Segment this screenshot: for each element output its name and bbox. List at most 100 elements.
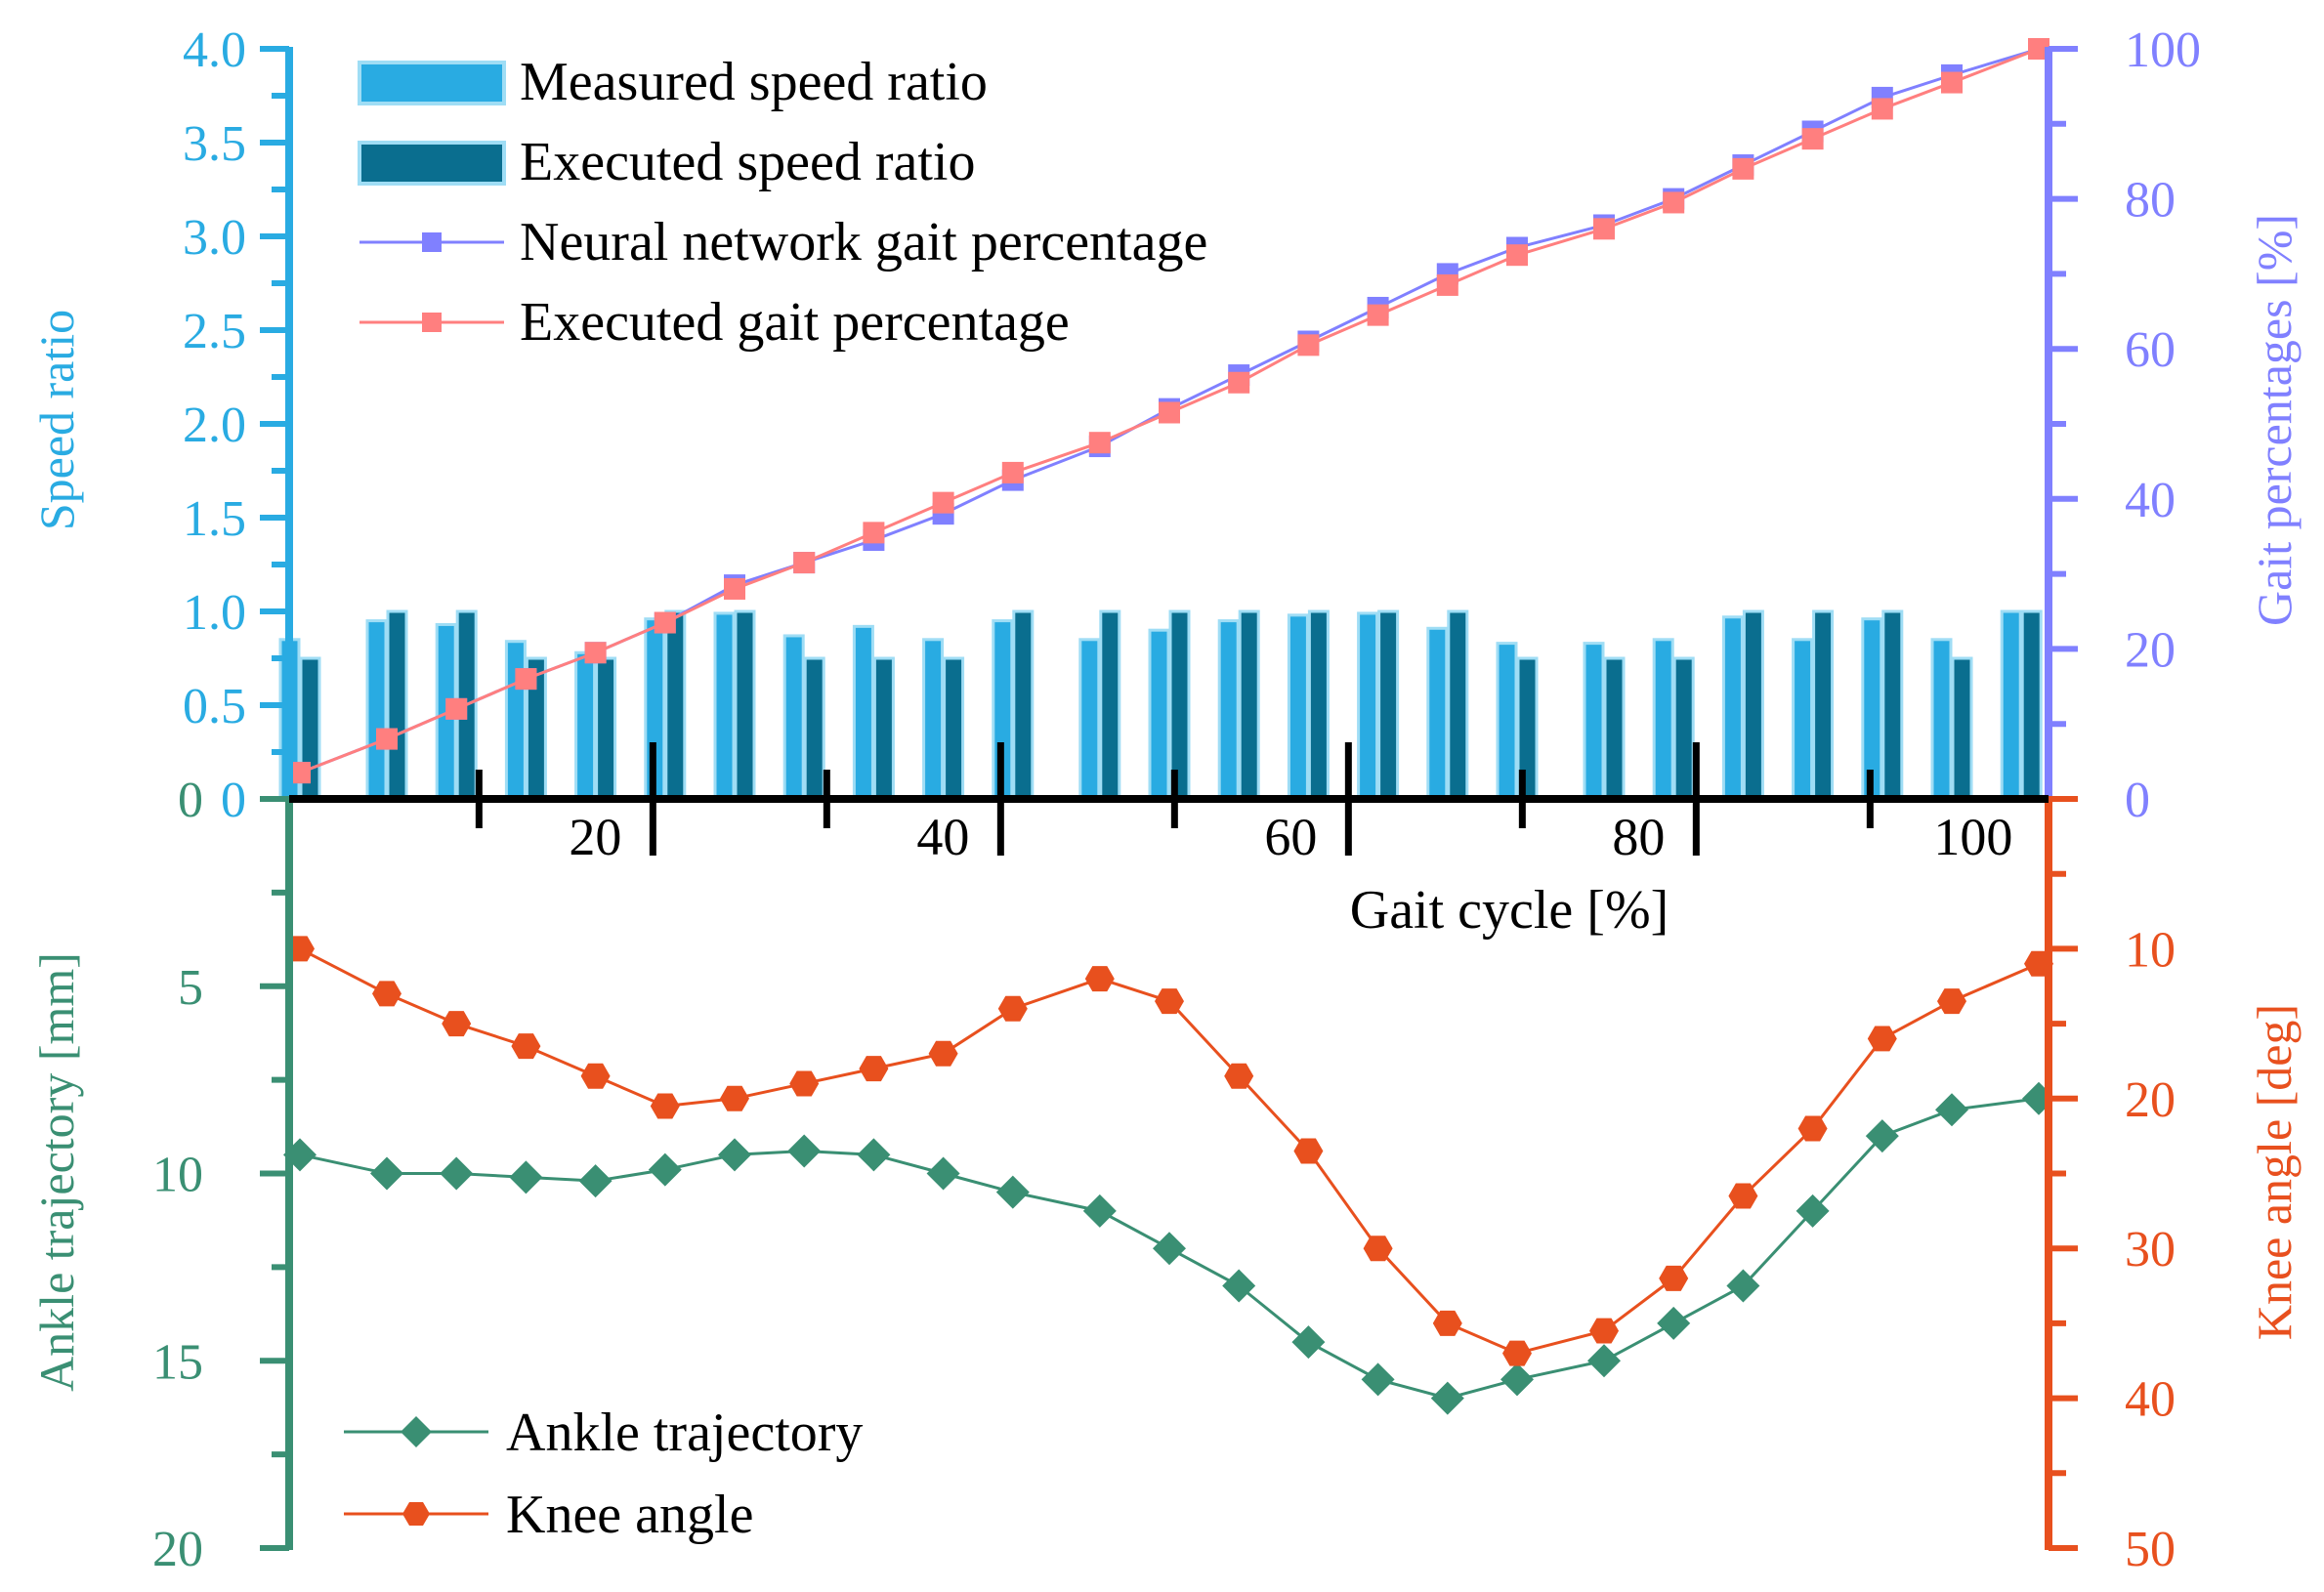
bar-executed-speed [1881, 609, 1904, 801]
bar-measured-speed [365, 619, 388, 801]
bar-measured-speed [1148, 628, 1170, 801]
point-knee [511, 1033, 541, 1060]
ankle-tick-label: 5 [178, 960, 203, 1016]
bottom-legend: Ankle trajectory Knee angle [344, 1403, 863, 1545]
bar-measured-speed [1583, 642, 1605, 801]
bar-measured-speed [1078, 638, 1101, 801]
bar-executed-speed [1012, 609, 1035, 801]
bar-executed-speed [1238, 609, 1260, 801]
ankle-tick-label: 20 [152, 1522, 203, 1577]
legend-marker-nn-gait [422, 232, 442, 252]
legend-marker-knee [402, 1502, 430, 1526]
bar-measured-speed [504, 640, 527, 801]
point-executed-gait [2028, 38, 2049, 60]
legend-label-executed-gait: Executed gait percentage [520, 292, 1070, 353]
bar-executed-speed [1447, 609, 1469, 801]
point-executed-gait [1663, 191, 1685, 214]
point-ankle [578, 1164, 613, 1198]
point-knee [1502, 1340, 1532, 1366]
top-bar-layer [278, 609, 2043, 801]
point-executed-gait [1088, 432, 1111, 454]
point-ankle [787, 1134, 822, 1168]
point-ankle [1796, 1194, 1830, 1228]
bar-measured-speed [1357, 611, 1379, 801]
gait-cycle-axis-title: Gait cycle [%] [1350, 880, 1669, 941]
point-executed-gait [445, 697, 468, 720]
bar-measured-speed [1652, 638, 1674, 801]
point-executed-gait [584, 642, 607, 664]
point-executed-gait [376, 728, 398, 750]
speed-ratio-tick-label: 2.0 [183, 398, 246, 453]
gait-percentages-tick-label: 80 [2125, 173, 2176, 229]
point-executed-gait [724, 577, 745, 600]
point-executed-gait [1367, 304, 1389, 326]
bar-executed-speed [734, 609, 756, 801]
bar-measured-speed [1287, 613, 1309, 801]
legend-marker-ankle [401, 1416, 432, 1447]
point-knee [1797, 1115, 1828, 1142]
point-ankle [926, 1156, 960, 1191]
point-knee [720, 1085, 749, 1111]
speed-ratio-tick-label: 1.5 [183, 491, 246, 547]
speed-ratio-axis-title: Speed ratio [29, 310, 84, 530]
point-knee [1155, 988, 1184, 1015]
point-executed-gait [1001, 461, 1024, 483]
gait-cycle-tick-label: 60 [1264, 808, 1317, 866]
point-knee [1363, 1236, 1393, 1262]
point-ankle [1726, 1269, 1760, 1303]
bar-executed-speed [1603, 656, 1626, 801]
point-knee [1659, 1265, 1689, 1291]
legend-label-ankle: Ankle trajectory [506, 1403, 863, 1463]
point-executed-gait [1732, 157, 1754, 180]
point-executed-gait [1801, 128, 1824, 150]
legend-marker-executed-gait [422, 313, 442, 332]
point-knee [1084, 966, 1115, 992]
ankle-tick-label: 15 [152, 1334, 203, 1390]
gait-cycle-tick-label: 20 [569, 808, 621, 866]
point-ankle [1222, 1269, 1256, 1303]
bottom-line-layer [283, 936, 2055, 1415]
gait-percentages-axis-title: Gait percentages [%] [2247, 214, 2302, 626]
speed-ratio-tick-label: 3.0 [183, 210, 246, 266]
bar-measured-speed [1496, 642, 1518, 801]
bar-executed-speed [1812, 609, 1835, 801]
point-knee [1937, 988, 1966, 1015]
point-knee [928, 1040, 958, 1067]
gait-percentages-tick-label: 60 [2125, 322, 2176, 378]
point-executed-gait [1941, 71, 1963, 94]
point-ankle [440, 1156, 474, 1191]
point-knee [650, 1093, 680, 1119]
bar-measured-speed [1217, 619, 1240, 801]
bar-executed-speed [1099, 609, 1121, 801]
point-executed-gait [1506, 244, 1528, 267]
speed-ratio-tick-label: 0 [221, 773, 246, 828]
bar-executed-speed [386, 609, 408, 801]
point-ankle [857, 1138, 891, 1172]
bar-measured-speed [1930, 638, 1953, 801]
knee-angle-axis-title: Knee angle [deg] [2247, 1004, 2302, 1340]
bar-measured-speed [1792, 638, 1814, 801]
point-executed-gait [515, 668, 537, 691]
point-executed-gait [654, 611, 676, 634]
point-ankle [370, 1156, 403, 1191]
point-ankle [648, 1152, 682, 1187]
point-executed-gait [932, 491, 954, 514]
speed-ratio-tick-label: 3.5 [183, 116, 246, 172]
point-executed-gait [1159, 401, 1180, 424]
point-knee [859, 1056, 889, 1082]
ankle-zero-tick-label: 0 [178, 773, 203, 828]
point-ankle [1657, 1306, 1691, 1340]
point-executed-gait [1593, 218, 1615, 240]
bar-measured-speed [713, 611, 736, 801]
legend-swatch-executed-speed [358, 141, 506, 186]
gait-percentages-tick-label: 40 [2125, 473, 2176, 528]
point-knee [580, 1063, 611, 1089]
point-executed-gait [793, 552, 816, 574]
bar-measured-speed [922, 638, 945, 801]
point-ankle [1935, 1093, 1968, 1127]
knee-tick-label: 10 [2125, 922, 2176, 978]
gait-percentages-tick-label: 0 [2125, 773, 2150, 828]
point-executed-gait [289, 762, 311, 784]
bar-measured-speed [574, 650, 597, 801]
